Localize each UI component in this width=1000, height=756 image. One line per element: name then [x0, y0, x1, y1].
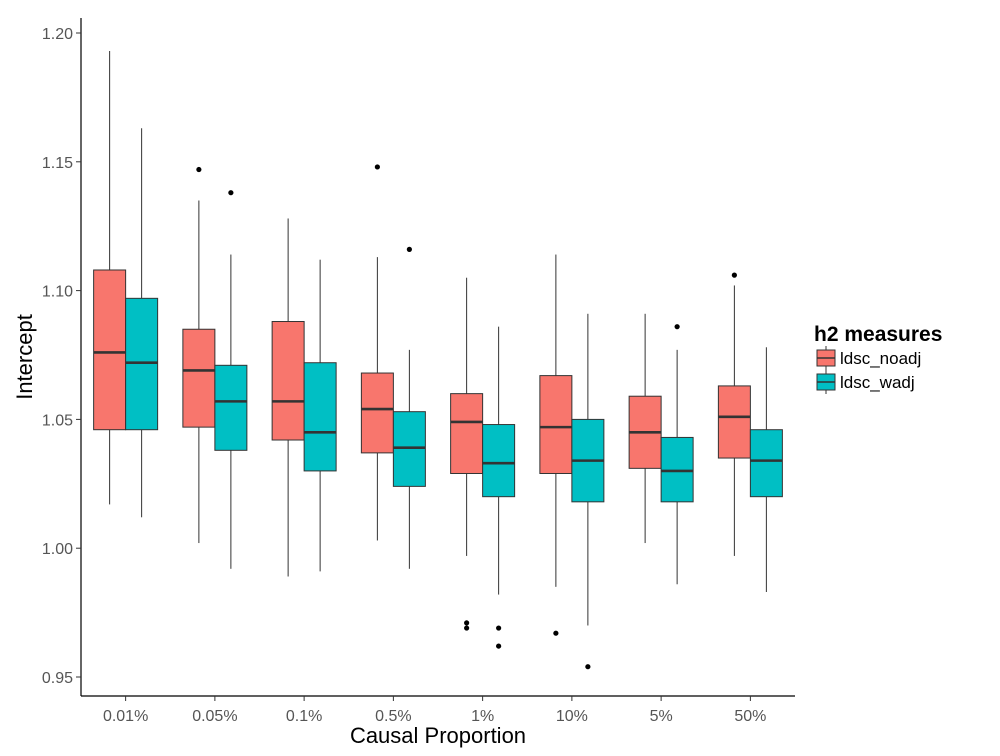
y-axis-title: Intercept: [12, 314, 37, 400]
legend: h2 measures ldsc_noadj ldsc_wadj: [814, 323, 942, 394]
outlier-point: [406, 246, 412, 252]
outlier-point: [674, 324, 680, 330]
series-ldsc-wadj: [125, 128, 783, 670]
outlier-point: [553, 630, 559, 636]
legend-item-ldsc-wadj: ldsc_wadj: [816, 370, 915, 394]
box-iqr: [271, 321, 305, 441]
box-iqr: [360, 372, 394, 454]
outlier-point: [464, 625, 470, 631]
legend-label-ldsc-noadj: ldsc_noadj: [840, 349, 921, 368]
x-tick-label: 10%: [556, 708, 588, 725]
box-iqr: [749, 429, 783, 498]
y-tick-label: 1.15: [42, 155, 73, 172]
box-ldsc-noadj-2: [182, 166, 216, 544]
outlier-point: [731, 272, 737, 278]
box-iqr: [450, 393, 484, 474]
x-tick-label: 0.05%: [192, 708, 237, 725]
y-tick-label: 1.10: [42, 284, 73, 301]
outlier-point: [496, 625, 502, 631]
y-tick-label: 0.95: [42, 670, 73, 687]
y-tick-label: 1.05: [42, 412, 73, 429]
outlier-point: [585, 664, 591, 670]
box-ldsc-wadj-3: [303, 259, 337, 572]
box-iqr: [182, 328, 216, 428]
plot-area: [93, 51, 783, 670]
y-tick-label: 1.00: [42, 541, 73, 558]
x-axis: 0.01% 0.05% 0.1% 0.5% 1% 10% 5% 50%: [81, 695, 795, 725]
legend-item-ldsc-noadj: ldsc_noadj: [816, 346, 921, 370]
box-ldsc-noadj-7: [628, 313, 662, 544]
legend-label-ldsc-wadj: ldsc_wadj: [840, 373, 915, 392]
x-tick-label: 50%: [734, 708, 766, 725]
box-iqr: [717, 385, 751, 459]
box-ldsc-noadj-3: [271, 218, 305, 577]
outlier-point: [496, 643, 502, 649]
box-iqr: [93, 269, 127, 431]
outlier-point: [374, 164, 380, 170]
legend-title: h2 measures: [814, 323, 942, 346]
box-ldsc-noadj-5: [450, 277, 484, 631]
box-ldsc-noadj-1: [93, 51, 127, 505]
box-ldsc-wadj-5: [482, 326, 516, 649]
x-tick-label: 0.1%: [286, 708, 322, 725]
box-ldsc-wadj-1: [125, 128, 159, 518]
box-iqr: [303, 362, 337, 472]
box-ldsc-wadj-4: [392, 246, 426, 569]
box-ldsc-noadj-4: [360, 164, 394, 541]
box-ldsc-noadj-6: [539, 254, 573, 636]
x-tick-label: 0.01%: [103, 708, 148, 725]
box-ldsc-wadj-6: [571, 313, 605, 670]
outlier-point: [196, 166, 202, 173]
y-axis: 0.95 1.00 1.05 1.10 1.15 1.20: [42, 18, 82, 696]
box-ldsc-wadj-7: [660, 324, 694, 585]
box-ldsc-wadj-8: [749, 347, 783, 592]
series-ldsc-noadj: [93, 51, 751, 636]
x-axis-title: Causal Proportion: [350, 723, 526, 748]
x-tick-label: 5%: [650, 708, 673, 725]
x-tick-label: 0.5%: [375, 708, 411, 725]
box-iqr: [482, 424, 516, 498]
outlier-point: [228, 190, 234, 196]
box-iqr: [539, 375, 573, 474]
outlier-point: [464, 620, 470, 626]
y-tick-label: 1.20: [42, 26, 73, 43]
box-ldsc-wadj-2: [214, 190, 248, 569]
box-ldsc-noadj-8: [717, 272, 751, 556]
box-iqr: [214, 364, 248, 451]
x-tick-label: 1%: [471, 708, 494, 725]
